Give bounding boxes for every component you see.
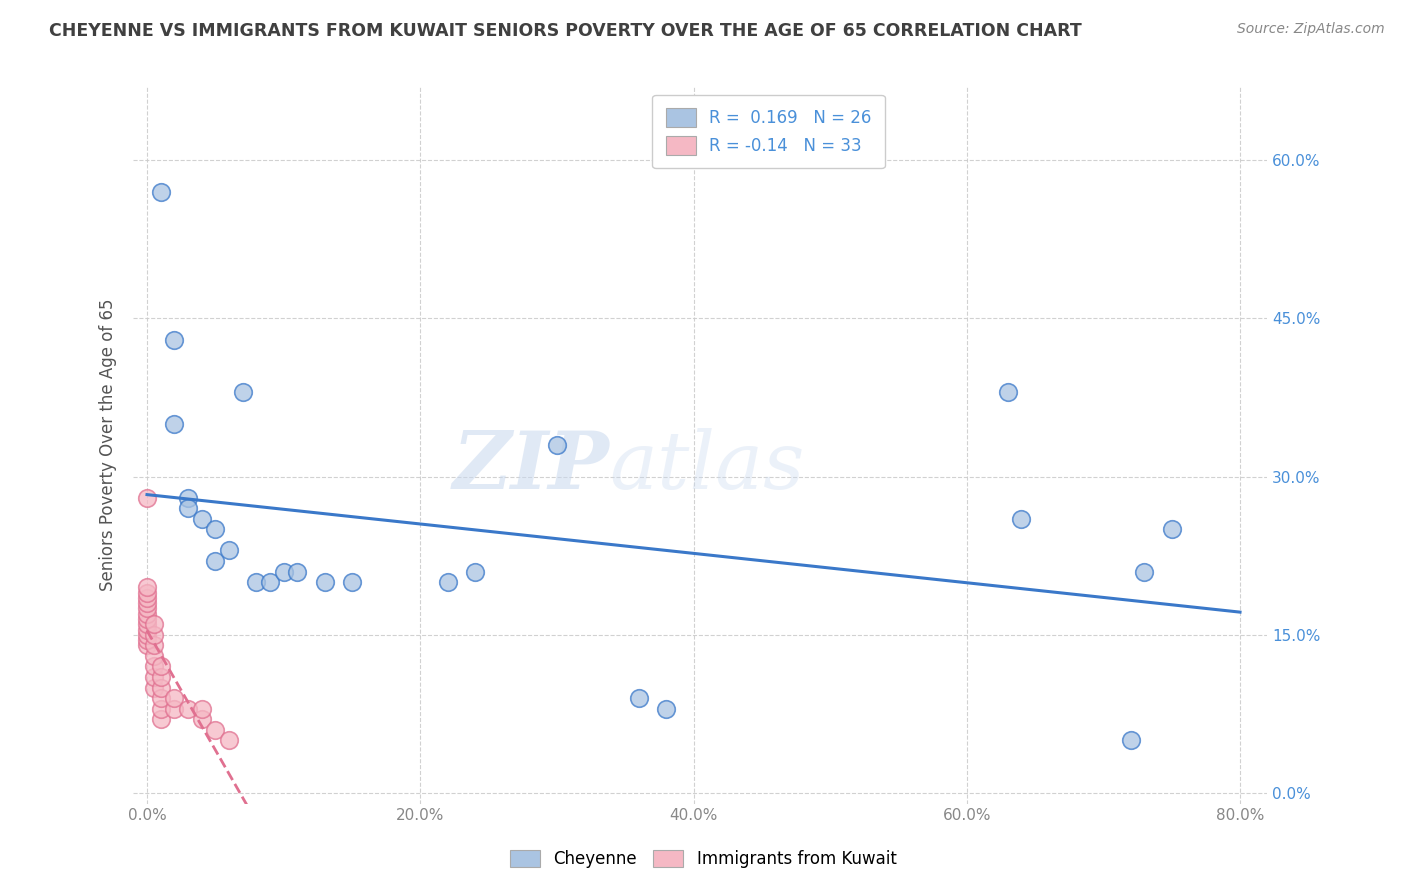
- Point: [204, 723, 226, 737]
- Point: [136, 623, 159, 637]
- Point: [136, 617, 159, 632]
- Point: [546, 438, 568, 452]
- Point: [232, 385, 254, 400]
- Point: [464, 565, 486, 579]
- Point: [142, 639, 165, 653]
- Point: [149, 670, 172, 684]
- Point: [149, 681, 172, 695]
- Point: [136, 581, 159, 595]
- Text: Source: ZipAtlas.com: Source: ZipAtlas.com: [1237, 22, 1385, 37]
- Point: [142, 659, 165, 673]
- Point: [314, 575, 336, 590]
- Point: [136, 633, 159, 648]
- Point: [1133, 565, 1156, 579]
- Point: [273, 565, 295, 579]
- Point: [259, 575, 281, 590]
- Point: [1119, 733, 1142, 747]
- Point: [1160, 522, 1182, 536]
- Point: [163, 701, 186, 715]
- Point: [142, 628, 165, 642]
- Point: [136, 628, 159, 642]
- Point: [136, 591, 159, 605]
- Point: [136, 612, 159, 626]
- Point: [136, 601, 159, 615]
- Point: [190, 512, 212, 526]
- Point: [1010, 512, 1032, 526]
- Text: CHEYENNE VS IMMIGRANTS FROM KUWAIT SENIORS POVERTY OVER THE AGE OF 65 CORRELATIO: CHEYENNE VS IMMIGRANTS FROM KUWAIT SENIO…: [49, 22, 1083, 40]
- Text: ZIP: ZIP: [453, 428, 610, 505]
- Y-axis label: Seniors Poverty Over the Age of 65: Seniors Poverty Over the Age of 65: [100, 299, 117, 591]
- Point: [177, 701, 200, 715]
- Point: [177, 491, 200, 505]
- Point: [136, 607, 159, 621]
- Point: [149, 712, 172, 726]
- Point: [190, 701, 212, 715]
- Point: [204, 554, 226, 568]
- Point: [136, 491, 159, 505]
- Point: [163, 691, 186, 706]
- Point: [190, 712, 212, 726]
- Point: [997, 385, 1019, 400]
- Legend: Cheyenne, Immigrants from Kuwait: Cheyenne, Immigrants from Kuwait: [503, 843, 903, 875]
- Point: [285, 565, 308, 579]
- Point: [218, 543, 240, 558]
- Point: [149, 185, 172, 199]
- Point: [149, 691, 172, 706]
- Point: [627, 691, 650, 706]
- Point: [204, 522, 226, 536]
- Point: [245, 575, 267, 590]
- Point: [340, 575, 363, 590]
- Point: [218, 733, 240, 747]
- Point: [136, 585, 159, 599]
- Point: [436, 575, 458, 590]
- Legend: R =  0.169   N = 26, R = -0.14   N = 33: R = 0.169 N = 26, R = -0.14 N = 33: [652, 95, 884, 169]
- Point: [149, 659, 172, 673]
- Point: [136, 639, 159, 653]
- Point: [142, 681, 165, 695]
- Point: [142, 670, 165, 684]
- Text: atlas: atlas: [610, 428, 806, 505]
- Point: [163, 417, 186, 431]
- Point: [149, 701, 172, 715]
- Point: [163, 333, 186, 347]
- Point: [177, 501, 200, 516]
- Point: [655, 701, 678, 715]
- Point: [136, 596, 159, 610]
- Point: [142, 648, 165, 663]
- Point: [142, 617, 165, 632]
